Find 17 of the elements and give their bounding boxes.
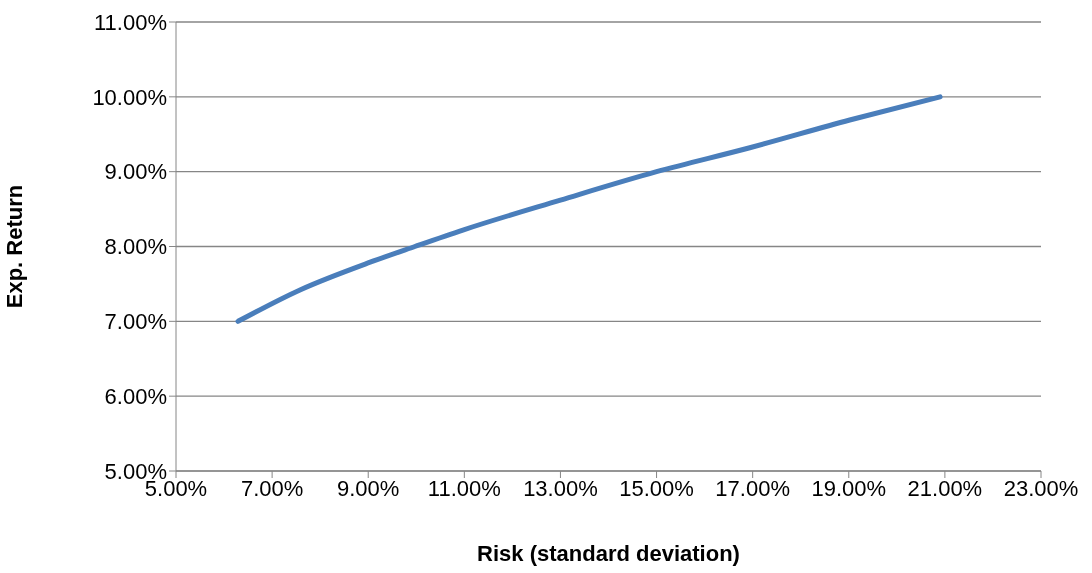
x-tick-label: 9.00%: [337, 475, 400, 501]
y-tick-label: 7.00%: [104, 309, 167, 335]
x-tick-label: 11.00%: [427, 475, 501, 501]
x-tick-label: 17.00%: [715, 475, 790, 501]
y-tick-label: 9.00%: [104, 159, 167, 185]
y-axis-title: Exp. Return: [1, 184, 27, 309]
x-tick-label: 15.00%: [619, 475, 694, 501]
x-tick-label: 23.00%: [1003, 475, 1079, 501]
y-tick-label: 11.00%: [94, 9, 167, 35]
x-tick-label: 13.00%: [523, 475, 598, 501]
y-tick-label: 6.00%: [104, 383, 167, 409]
x-axis-title: Risk (standard deviation): [477, 541, 740, 566]
x-tick-label: 7.00%: [240, 475, 304, 501]
y-tick-label: 10.00%: [92, 84, 167, 110]
y-tick-label: 8.00%: [104, 234, 167, 260]
x-tick-label: 21.00%: [907, 475, 983, 501]
x-tick-label: 19.00%: [811, 475, 887, 501]
